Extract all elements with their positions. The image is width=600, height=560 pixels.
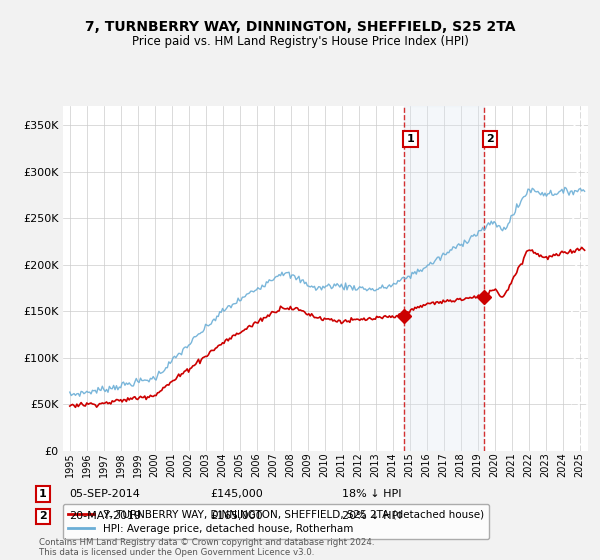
- Text: 2: 2: [39, 511, 47, 521]
- Text: 1: 1: [39, 489, 47, 499]
- Text: 1: 1: [407, 134, 414, 144]
- Text: 18% ↓ HPI: 18% ↓ HPI: [342, 489, 401, 499]
- Legend: 7, TURNBERRY WAY, DINNINGTON, SHEFFIELD, S25 2TA (detached house), HPI: Average : 7, TURNBERRY WAY, DINNINGTON, SHEFFIELD,…: [63, 504, 489, 539]
- Text: 2: 2: [487, 134, 494, 144]
- Bar: [571, 106, 588, 451]
- Text: £145,000: £145,000: [210, 489, 263, 499]
- Text: 7, TURNBERRY WAY, DINNINGTON, SHEFFIELD, S25 2TA: 7, TURNBERRY WAY, DINNINGTON, SHEFFIELD,…: [85, 20, 515, 34]
- Text: Contains HM Land Registry data © Crown copyright and database right 2024.
This d: Contains HM Land Registry data © Crown c…: [39, 538, 374, 557]
- Text: 05-SEP-2014: 05-SEP-2014: [69, 489, 140, 499]
- Bar: [404, 106, 484, 451]
- Text: 20% ↓ HPI: 20% ↓ HPI: [342, 511, 401, 521]
- Text: £165,000: £165,000: [210, 511, 263, 521]
- Text: 20-MAY-2019: 20-MAY-2019: [69, 511, 141, 521]
- Text: Price paid vs. HM Land Registry's House Price Index (HPI): Price paid vs. HM Land Registry's House …: [131, 35, 469, 48]
